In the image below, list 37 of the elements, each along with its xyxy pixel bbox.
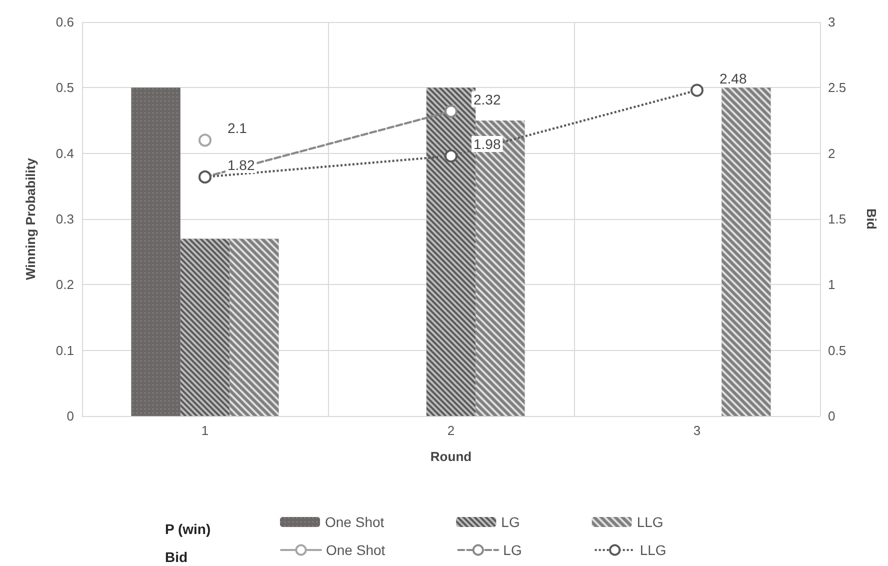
point: [198, 134, 212, 147]
x-tick-label: 1: [201, 423, 209, 438]
data-label: 2.48: [720, 70, 747, 86]
legend-label: LLG: [640, 542, 666, 558]
legend-label: One Shot: [326, 542, 386, 558]
y2-tick-label: 2.5: [828, 80, 846, 96]
y-tick-label: 0.2: [56, 277, 74, 292]
data-label: 2.1: [228, 120, 248, 136]
y2-tick-label: 1.5: [828, 212, 846, 226]
point: [690, 84, 704, 97]
y-tick-label: 0.6: [56, 14, 74, 30]
data-label: 1.82: [228, 156, 255, 173]
y2-tick-label: 2: [828, 146, 836, 161]
y-tick-label: 0.1: [56, 342, 74, 358]
x-tick-label: 3: [693, 423, 701, 438]
data-label: 1.98: [474, 136, 501, 152]
y2-tick-label: 3: [828, 14, 836, 30]
legend-label: LG: [503, 542, 522, 558]
y-tick-label: 0.5: [56, 80, 74, 96]
y-tick-label: 0: [66, 408, 74, 424]
data-label: 2.32: [474, 91, 501, 108]
legend-label: LG: [501, 514, 520, 530]
y2-tick-label: 0: [828, 408, 836, 424]
text: Bid: [165, 549, 188, 565]
legend-label: LLG: [636, 514, 664, 530]
point: [444, 104, 458, 118]
y-tick-label: 0.4: [56, 146, 74, 161]
legend-label: One Shot: [325, 514, 384, 530]
y-axis-title: Winning Probability: [23, 157, 38, 280]
y2-tick-label: 0.5: [828, 342, 846, 358]
point: [444, 149, 458, 162]
x-axis-title: Round: [430, 449, 472, 464]
y2-tick-label: 1: [828, 277, 836, 292]
y2-axis-title: Bid: [864, 208, 879, 230]
y-tick-label: 0.3: [56, 212, 74, 226]
x-tick-label: 2: [447, 423, 455, 438]
text: P (win): [165, 521, 211, 537]
